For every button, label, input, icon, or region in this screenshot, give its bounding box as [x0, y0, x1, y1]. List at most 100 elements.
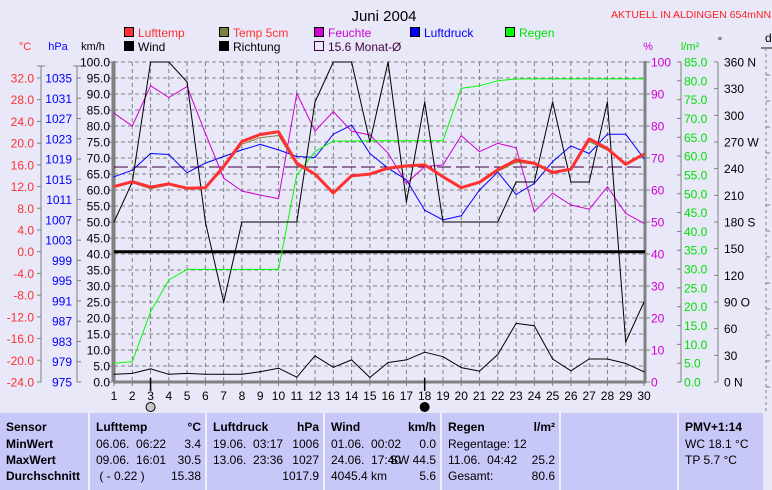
data-point-richtung	[241, 221, 243, 223]
data-point-luftdruck	[515, 193, 517, 196]
data-point-richtung	[387, 61, 389, 63]
data-point-regen	[606, 78, 609, 80]
axis-tick-label-pressure: 991	[52, 294, 72, 308]
data-point-feuchte	[369, 134, 371, 136]
data-point-feuchte	[606, 186, 609, 188]
data-point-lufttemp	[168, 183, 170, 185]
axis-tick-label-wind: 70.0	[87, 152, 111, 166]
axis-tick-label-direction: 120	[724, 269, 744, 283]
axis-tick-label-rain: 0.0	[684, 376, 701, 390]
data-point-richtung	[588, 181, 590, 183]
stats-value: hPa	[296, 420, 319, 434]
axis-tick-label-temp: -8.0	[13, 289, 34, 303]
axis-tick-label-rain: 55.0	[684, 168, 708, 182]
stats-row: WC 18.1 °C	[685, 437, 759, 453]
stats-value: km/h	[407, 420, 436, 434]
data-point-luftdruck	[314, 156, 316, 159]
stats-row: ( - 0.22 ) 15.38	[96, 469, 201, 485]
axis-tick-label-wind: 10.0	[87, 344, 111, 358]
data-point-regen	[387, 140, 389, 142]
axis-tick-label-wind: 35.0	[87, 264, 111, 278]
stats-value: 5.6	[419, 469, 436, 483]
data-point-lufttemp	[277, 131, 280, 133]
data-point-richtung	[478, 221, 481, 223]
data-point-wind	[643, 371, 645, 373]
axis-tick-label-direction: 0 N	[724, 376, 743, 390]
data-point-richtung	[149, 61, 152, 63]
data-point-feuchte	[625, 212, 627, 214]
data-point-regen	[113, 362, 115, 364]
data-point-regen	[643, 78, 645, 80]
axis-tick-label-pressure: 1003	[45, 234, 72, 248]
axis-tick-label-temp: 24.0	[11, 115, 35, 129]
stats-label: TP 5.7 °C	[685, 453, 737, 467]
x-tick-label: 21	[473, 389, 487, 403]
data-point-regen	[168, 279, 170, 281]
x-tick-label: 16	[381, 389, 395, 403]
data-point-wind	[460, 367, 462, 369]
axis-tick-label-temp: -20.0	[7, 354, 35, 368]
stats-column-empty	[559, 413, 677, 490]
data-point-lufttemp	[241, 140, 243, 143]
data-point-regen	[223, 268, 225, 271]
stats-value: 3.4	[184, 437, 201, 451]
axis-tick-label-wind: 80.0	[87, 120, 111, 134]
legend-label: Lufttemp	[138, 26, 185, 40]
x-tick-label: 26	[564, 389, 578, 403]
legend-swatch-richtung	[219, 41, 229, 51]
data-point-richtung	[424, 101, 426, 103]
stats-row	[567, 469, 673, 485]
data-point-feuchte	[533, 211, 535, 213]
data-point-lufttemp	[552, 171, 554, 174]
data-point-temp-5cm	[277, 134, 280, 137]
data-point-wind	[241, 373, 243, 375]
stats-label: Luftdruck	[213, 420, 269, 434]
axis-tick-label-direction: 150	[724, 242, 744, 256]
axis-tick-label-rain: 30.0	[684, 263, 708, 277]
data-point-feuchte	[405, 182, 408, 184]
stats-value: 15.38	[170, 469, 201, 483]
stats-label: MinWert	[6, 437, 54, 451]
stats-row: 06.06. 06:22 3.4	[96, 437, 201, 453]
axis-tick-label-humidity: 80	[651, 120, 665, 134]
legend-swatch-monthly-average	[314, 41, 324, 51]
data-point-regen	[131, 361, 133, 363]
data-point-feuchte	[149, 85, 152, 87]
axis-tick-label-humidity: 10	[651, 344, 665, 358]
axis-tick-label-wind: 85.0	[87, 104, 111, 118]
data-point-feuchte	[442, 164, 444, 166]
data-point-regen	[350, 140, 353, 142]
x-tick-label: 19	[436, 389, 450, 403]
stats-label: Durchschnitt	[6, 469, 81, 483]
x-tick-label: 28	[601, 389, 615, 403]
data-point-lufttemp	[113, 185, 115, 188]
stats-column-pmv-1-14: PMV+1:14 WC 18.1 °C TP 5.7 °C	[677, 413, 763, 490]
stats-label: Gesamt:	[448, 469, 494, 483]
axis-tick-label-pressure: 1007	[45, 213, 72, 227]
data-point-wind	[223, 373, 225, 375]
data-point-wind	[314, 355, 316, 357]
data-point-wind	[168, 373, 170, 375]
axis-tick-label-temp: 32.0	[11, 72, 35, 86]
data-point-regen	[314, 151, 316, 153]
data-point-feuchte	[552, 192, 554, 194]
data-point-wind	[259, 371, 261, 373]
axis-tick-label-rain: 45.0	[684, 206, 708, 220]
stats-row: Wind km/h	[331, 420, 436, 436]
data-point-feuchte	[497, 142, 499, 144]
axis-tick-label-pressure: 999	[52, 254, 72, 268]
axis-tick-label-temp: 12.0	[11, 180, 35, 194]
stats-label: 01.06. 00:02	[331, 437, 402, 451]
data-point-feuchte	[241, 190, 243, 192]
data-point-lufttemp	[606, 147, 609, 150]
axis-tick-label-rain: 80.0	[684, 74, 708, 88]
data-point-luftdruck	[570, 145, 572, 147]
data-point-lufttemp	[533, 162, 535, 164]
axis-tick-label-wind: 30.0	[87, 280, 111, 294]
stats-row	[567, 420, 673, 436]
data-point-lufttemp	[369, 173, 371, 175]
stats-row: MinWert	[6, 437, 84, 453]
stats-row: Regen l/m²	[448, 420, 555, 436]
axis-tick-label-direction: 300	[724, 109, 744, 123]
series-line-richtung	[113, 61, 645, 343]
